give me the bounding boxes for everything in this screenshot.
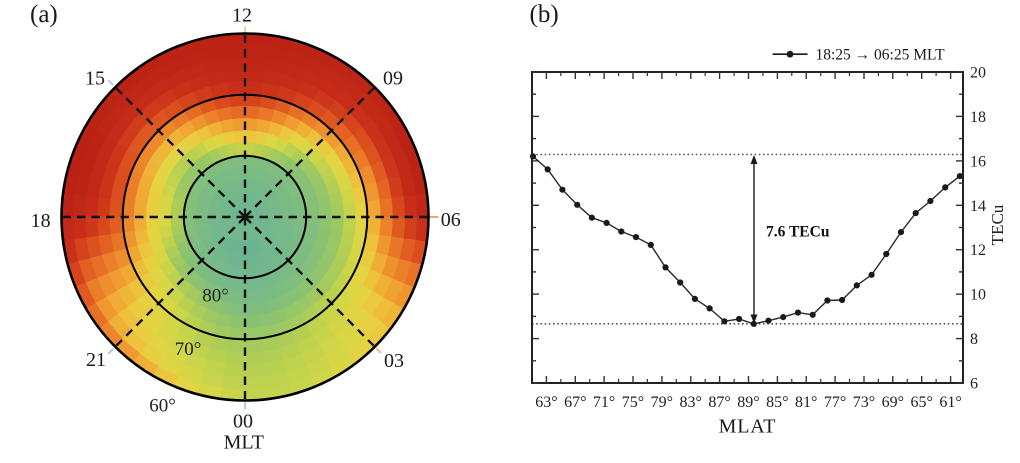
svg-text:67°: 67°	[564, 394, 586, 411]
svg-text:16: 16	[970, 153, 986, 170]
svg-text:18: 18	[31, 210, 51, 232]
svg-text:75°: 75°	[622, 394, 644, 411]
svg-text:85°: 85°	[766, 394, 788, 411]
svg-text:12: 12	[232, 5, 252, 27]
svg-text:09: 09	[383, 68, 403, 90]
svg-text:87°: 87°	[708, 394, 730, 411]
svg-text:06: 06	[441, 209, 461, 231]
svg-text:14: 14	[970, 198, 986, 215]
svg-text:60°: 60°	[149, 396, 176, 417]
svg-text:18: 18	[970, 109, 986, 126]
svg-text:18:25 → 06:25 MLT: 18:25 → 06:25 MLT	[816, 46, 946, 63]
svg-text:10: 10	[970, 287, 986, 304]
svg-text:21: 21	[86, 349, 106, 371]
svg-text:73°: 73°	[853, 394, 875, 411]
svg-text:MLAT: MLAT	[719, 416, 777, 438]
svg-text:83°: 83°	[680, 394, 702, 411]
svg-text:03: 03	[384, 350, 404, 372]
svg-text:80°: 80°	[202, 286, 229, 307]
svg-text:8: 8	[970, 331, 978, 348]
svg-text:71°: 71°	[593, 394, 615, 411]
svg-text:TECu: TECu	[988, 204, 1007, 245]
svg-text:7.6 TECu: 7.6 TECu	[766, 224, 830, 241]
svg-text:(a): (a)	[30, 1, 58, 28]
svg-text:77°: 77°	[824, 394, 846, 411]
svg-text:12: 12	[970, 242, 986, 259]
svg-text:15: 15	[85, 68, 105, 90]
svg-text:70°: 70°	[175, 339, 202, 360]
svg-text:20: 20	[970, 65, 986, 82]
svg-text:89°: 89°	[737, 394, 759, 411]
svg-text:MLT: MLT	[224, 432, 264, 454]
svg-text:(b): (b)	[530, 1, 559, 28]
svg-text:6: 6	[970, 376, 978, 393]
svg-text:81°: 81°	[795, 394, 817, 411]
svg-text:79°: 79°	[651, 394, 673, 411]
svg-text:61°: 61°	[939, 394, 961, 411]
svg-text:65°: 65°	[911, 394, 933, 411]
svg-text:69°: 69°	[882, 394, 904, 411]
svg-text:00: 00	[233, 411, 253, 433]
svg-text:63°: 63°	[535, 394, 557, 411]
